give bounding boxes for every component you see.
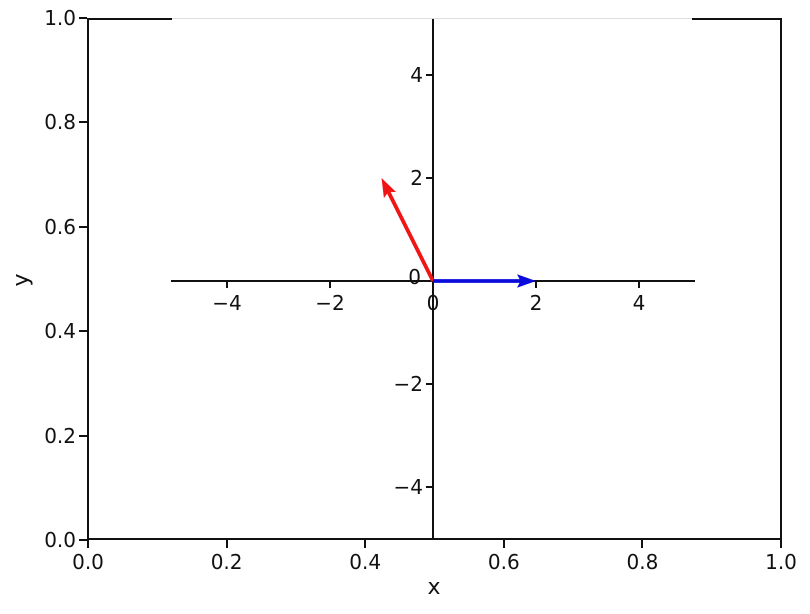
inner-y-tick (426, 280, 432, 282)
outer-x-tick-label: 0.6 (487, 550, 520, 574)
outer-x-tick-label: 0.0 (72, 550, 104, 574)
outer-y-tick (79, 330, 87, 333)
outer-ylabel: y (9, 273, 34, 287)
inner-x-tick-label: 2 (529, 291, 543, 315)
inner-x-tick-label: 4 (632, 291, 646, 315)
inner-x-tick (535, 282, 537, 288)
outer-y-tick (79, 434, 87, 437)
outer-x-tick (780, 540, 782, 548)
inner-x-tick (226, 282, 228, 288)
inner-y-tick (426, 486, 432, 488)
outer-x-tick (502, 540, 505, 548)
inner-y-tick (426, 74, 432, 76)
outer-xlabel: x (427, 575, 441, 600)
outer-y-tick-label: 0.0 (44, 528, 76, 552)
outer-left-spine (87, 18, 89, 540)
outer-y-tick-label: 0.2 (44, 423, 76, 448)
outer-top-spine-left (87, 18, 172, 20)
outer-top-spine-faint (171, 18, 693, 19)
inner-y-tick-label: −2 (393, 372, 423, 396)
outer-x-tick (641, 540, 644, 548)
inner-y-tick-label: 0 (408, 265, 421, 289)
outer-top-spine-right (692, 18, 782, 20)
outer-y-tick (79, 225, 87, 228)
inner-x-tick-label: −4 (212, 291, 242, 315)
outer-right-spine (780, 18, 782, 540)
outer-x-tick (87, 540, 89, 548)
inner-x-tick (638, 282, 640, 288)
outer-y-tick-label: 0.8 (44, 110, 76, 135)
outer-y-tick (79, 539, 87, 541)
outer-y-tick-label: 1.0 (44, 6, 76, 30)
outer-bottom-spine (87, 538, 782, 540)
outer-x-tick (364, 540, 367, 548)
outer-x-tick-label: 0.4 (349, 550, 382, 574)
inner-y-tick-label: 2 (410, 166, 423, 190)
inner-y-tick-label: −4 (393, 475, 423, 499)
outer-y-tick-label: 0.6 (44, 214, 76, 239)
outer-x-tick-label: 0.8 (626, 550, 659, 574)
inner-y-tick (426, 177, 432, 179)
outer-x-tick (225, 540, 228, 548)
inner-y-tick-label: 4 (410, 63, 423, 87)
inner-x-tick-label: −2 (315, 291, 345, 315)
outer-y-tick (79, 121, 87, 124)
inner-x-tick (432, 282, 434, 288)
inner-y-tick (426, 383, 432, 385)
outer-x-tick-label: 1.0 (765, 550, 797, 574)
inner-x-tick (329, 282, 331, 288)
outer-y-tick-label: 0.4 (44, 319, 76, 344)
outer-x-tick-label: 0.2 (210, 550, 243, 574)
outer-y-tick (79, 17, 87, 19)
inner-x-tick-label: 0 (426, 291, 440, 315)
